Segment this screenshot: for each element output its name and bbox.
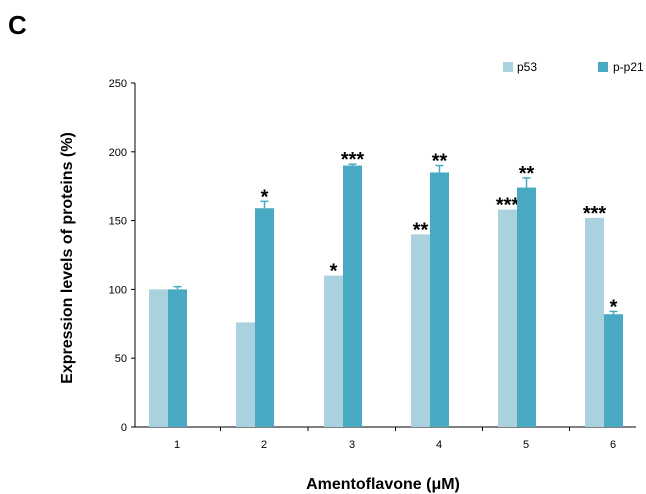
significance-marker: **: [432, 151, 448, 173]
significance-marker: ***: [583, 203, 607, 225]
x-tick-label: 3: [349, 439, 355, 451]
bar-p53-2: [236, 322, 255, 427]
y-axis-label: Expression levels of proteins (%): [59, 132, 76, 384]
legend-swatch-p-p21: [598, 62, 608, 72]
x-tick-label: 6: [610, 439, 616, 451]
legend-label-p-p21: p-p21: [613, 60, 644, 74]
bars: ****** ******* *****: [149, 149, 623, 427]
significance-marker: ***: [341, 149, 365, 171]
axis-labels: Expression levels of proteins (%) Amento…: [59, 132, 460, 493]
x-axis-label: Amentoflavone (μM): [306, 476, 460, 493]
y-tick-label: 50: [115, 353, 127, 365]
significance-marker: *: [330, 261, 338, 283]
legend-label-p53: p53: [517, 60, 537, 74]
significance-marker: ***: [496, 195, 520, 217]
significance-marker: *: [610, 296, 618, 318]
y-tick-label: 200: [109, 147, 127, 159]
axes: 0 50 100 150 200 250 1 2 3 4 5 6: [109, 78, 636, 451]
x-tick-label: 2: [261, 439, 267, 451]
x-tick-label: 1: [174, 439, 180, 451]
bar-p53-6: [585, 217, 604, 427]
significance-marker: **: [519, 163, 535, 185]
bar-p-p21-6: [604, 314, 623, 427]
significance-marker: *: [261, 186, 269, 208]
legend-swatch-p53: [503, 62, 513, 72]
bar-p-p21-3: [343, 165, 362, 427]
bar-p-p21-5: [517, 187, 536, 427]
bar-p-p21-1: [168, 289, 187, 427]
bar-p-p21-2: [255, 208, 274, 427]
x-tick-label: 5: [523, 439, 529, 451]
bar-p-p21-4: [430, 172, 449, 427]
bar-p53-1: [149, 289, 168, 427]
bar-p53-3: [324, 275, 343, 427]
y-tick-label: 250: [109, 78, 127, 90]
legend: p53 p-p21: [503, 60, 644, 74]
y-tick-label: 0: [121, 422, 127, 434]
significance-marker: **: [413, 219, 429, 241]
y-tick-label: 150: [109, 216, 127, 228]
bar-p53-5: [498, 209, 517, 427]
panel-label: C: [8, 10, 27, 40]
x-tick-label: 4: [436, 439, 442, 451]
bar-p53-4: [411, 234, 430, 427]
y-tick-label: 100: [109, 284, 127, 296]
